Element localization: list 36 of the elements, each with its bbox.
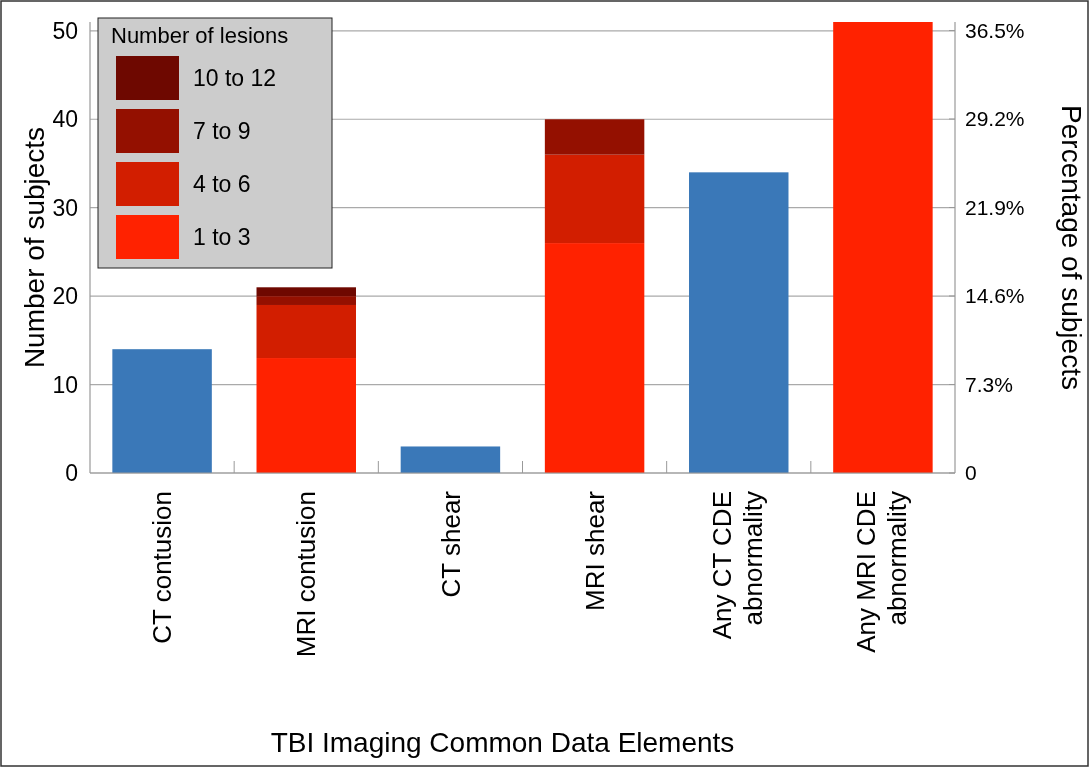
bar — [544, 243, 645, 473]
y-tick-label: 0 — [65, 460, 78, 487]
bar — [256, 358, 356, 473]
y2-tick-label: 36.5% — [965, 18, 1025, 42]
y-tick-label: 20 — [52, 283, 78, 310]
x-tick-label: MRI contusion — [291, 491, 322, 658]
y-tick-label: 40 — [52, 106, 78, 133]
legend-label: 4 to 6 — [193, 171, 251, 198]
legend-label: 7 to 9 — [193, 118, 251, 145]
x-tick-label: CT contusion — [147, 491, 178, 644]
bar — [256, 304, 356, 359]
y-tick-label: 10 — [52, 371, 78, 398]
bar — [256, 287, 356, 297]
bar — [689, 172, 789, 473]
x-tick-label: MRI shear — [579, 490, 610, 611]
legend-label: 10 to 12 — [193, 65, 277, 92]
legend-label: 1 to 3 — [193, 224, 251, 251]
bar — [544, 119, 645, 155]
y2-tick-label: 29.2% — [965, 107, 1025, 131]
y2-tick-label: 14.6% — [965, 284, 1025, 308]
bar — [544, 154, 645, 244]
y2-tick-label: 0 — [965, 461, 977, 485]
legend-title: Number of lesions — [111, 23, 289, 48]
y-tick-label: 50 — [52, 17, 78, 44]
y2-tick-label: 7.3% — [965, 372, 1013, 396]
x-tick-label: CT shear — [435, 490, 466, 598]
bar — [256, 296, 356, 305]
y-axis-title: Number of subjects — [19, 126, 50, 369]
bar — [833, 22, 933, 473]
x-axis-title: TBI Imaging Common Data Elements — [270, 727, 735, 758]
x-tick-label: Any CT CDE abnormality — [706, 491, 769, 640]
y2-tick-label: 21.9% — [965, 195, 1025, 219]
bar — [400, 446, 501, 473]
y2-axis-title: Percentage of subjects — [1056, 105, 1087, 390]
bar — [112, 349, 212, 473]
y-tick-label: 30 — [52, 194, 78, 221]
